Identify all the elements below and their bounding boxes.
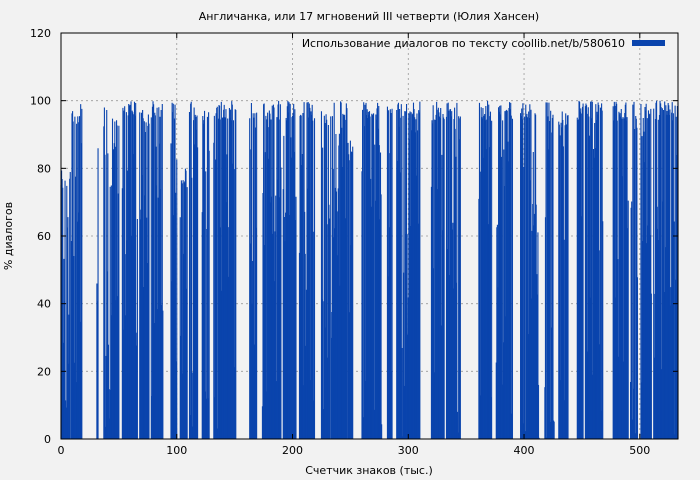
legend-label: Использование диалогов по тексту coollib… — [302, 37, 625, 50]
y-tick-label: 80 — [37, 162, 51, 175]
legend-swatch — [632, 40, 665, 46]
x-tick-label: 100 — [166, 444, 187, 457]
axis-ticks: 0 20 40 60 80 100 120 0 100 200 300 400 500 — [30, 27, 678, 457]
legend: Использование диалогов по тексту coollib… — [302, 37, 665, 50]
x-tick-label: 0 — [58, 444, 65, 457]
y-tick-label: 20 — [37, 365, 51, 378]
chart-title: Англичанка, или 17 мгновений III четверт… — [199, 10, 539, 23]
y-tick-label: 0 — [44, 433, 51, 446]
x-tick-label: 300 — [398, 444, 419, 457]
x-tick-label: 500 — [629, 444, 650, 457]
y-tick-label: 60 — [37, 230, 51, 243]
y-tick-label: 120 — [30, 27, 51, 40]
y-tick-label: 40 — [37, 298, 51, 311]
y-axis-label: % диалогов — [2, 202, 15, 270]
y-tick-label: 100 — [30, 95, 51, 108]
x-tick-label: 400 — [514, 444, 535, 457]
x-tick-label: 200 — [282, 444, 303, 457]
x-axis-label: Счетчик знаков (тыс.) — [305, 464, 433, 477]
dialog-bars — [60, 100, 679, 439]
